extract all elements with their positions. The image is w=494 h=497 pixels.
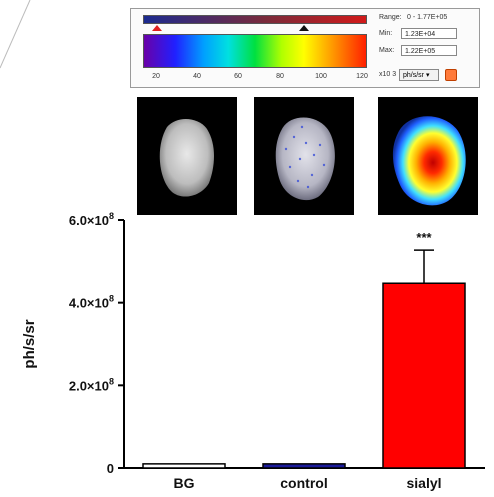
unit-select[interactable]: ph/s/sr ▾: [399, 69, 439, 81]
colorbar-tick: 80: [276, 73, 284, 80]
range-label: Range:: [379, 14, 402, 21]
thumbnail-control: [254, 97, 354, 215]
colorbar-panel: 20 40 60 80 100 120 Range: 0 - 1.77E+05 …: [130, 8, 480, 88]
range-value: 0 - 1.77E+05: [407, 14, 448, 21]
max-label: Max:: [379, 47, 395, 54]
colorbar-tick: 40: [193, 73, 201, 80]
x-category-label: BG: [174, 475, 195, 491]
y-tick-label: 4.0×108: [69, 294, 114, 311]
palette-icon[interactable]: [445, 69, 457, 81]
bar-BG: [142, 463, 226, 469]
colorbar-tick: 100: [315, 73, 327, 80]
max-marker-icon[interactable]: [299, 25, 309, 31]
y-tick-label: 6.0×108: [69, 211, 114, 228]
range-slider[interactable]: [143, 15, 367, 24]
color-spectrum: [143, 34, 367, 68]
bar-sialyl: [382, 282, 466, 469]
y-tick-label: 2.0×108: [69, 376, 114, 393]
min-marker-icon[interactable]: [152, 25, 162, 31]
scale-label: x10 3: [379, 71, 397, 78]
colorbar-tick: 60: [234, 73, 242, 80]
x-category-label: control: [280, 475, 327, 491]
thumbnail-bg: [137, 97, 237, 215]
colorbar-tick: 120: [356, 73, 368, 80]
bar-control: [262, 463, 346, 469]
y-tick-label: 0: [107, 461, 114, 476]
colorbar-tick: 20: [152, 73, 160, 80]
min-label: Min:: [379, 30, 393, 37]
max-input[interactable]: 1.22E+05: [401, 45, 457, 56]
y-axis-label: ph/s/sr: [21, 319, 38, 368]
significance-annotation: ***: [416, 230, 432, 245]
x-category-label: sialyl: [406, 475, 441, 491]
bar-chart: ph/s/sr 0 2.0×108 4.0×108 6.0×108 BG control…: [21, 211, 485, 491]
thumbnail-sialyl: [378, 97, 478, 215]
decorative-line: [0, 0, 31, 69]
min-input[interactable]: 1.23E+04: [401, 28, 457, 39]
